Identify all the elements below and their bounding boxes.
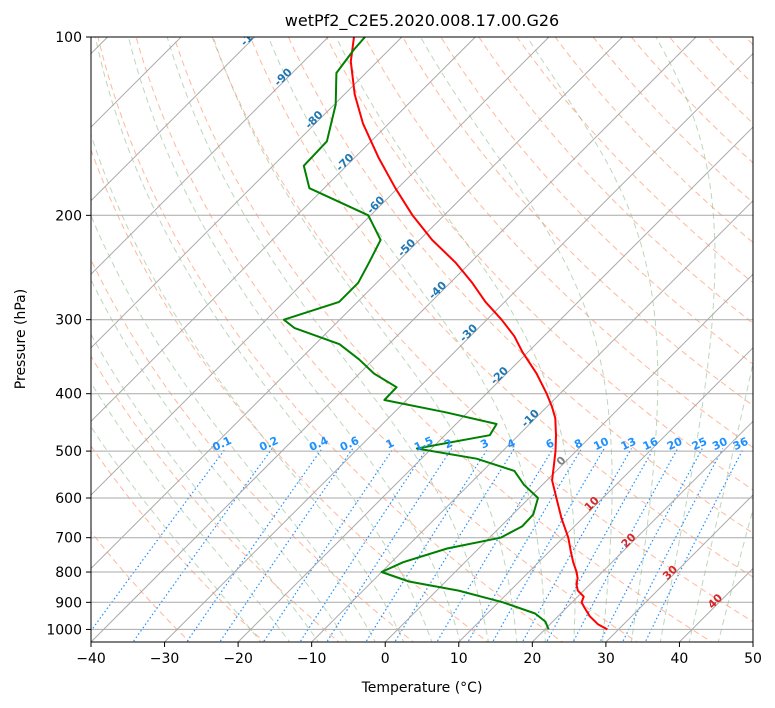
x-tick-label: 10	[450, 651, 468, 667]
y-tick-label: 800	[55, 565, 82, 581]
dry-adiabat	[91, 148, 489, 642]
dry-adiabat	[440, 37, 753, 365]
isotherm-line	[237, 126, 753, 642]
moist-adiabat	[91, 214, 376, 642]
x-tick-label: 0	[381, 651, 390, 667]
y-tick-label: 1000	[46, 622, 82, 638]
mixing-ratio-label: 20	[665, 435, 685, 453]
mixing-ratio-line	[436, 448, 554, 642]
mixing-ratio-line	[262, 448, 394, 642]
dry-adiabat	[287, 37, 753, 534]
isotherm-label: -100	[238, 20, 267, 49]
mixing-ratio-line	[621, 448, 724, 642]
plot-frame	[90, 36, 754, 643]
dry-adiabat	[364, 37, 753, 449]
isotherm-line	[458, 347, 753, 642]
dry-adiabat	[249, 37, 753, 578]
y-tick-label: 500	[55, 444, 82, 460]
y-tick-label: 300	[55, 313, 82, 329]
mixing-ratio-line	[365, 448, 489, 642]
x-tick-label: 30	[597, 651, 615, 667]
y-tick-label: 700	[55, 531, 82, 547]
x-tick-label: −40	[76, 651, 106, 667]
mixing-ratio-line	[467, 448, 583, 642]
axes: −40 −30 −20 −10 0 10 20 30 40 50 1000 900 800 700 600 5…	[46, 30, 762, 667]
isotherm-line	[91, 37, 697, 642]
mixing-ratio-label: 10	[592, 435, 612, 453]
mixing-ratio-line	[325, 448, 453, 642]
mixing-ratio-label: 25	[690, 435, 709, 453]
series-layer	[282, 37, 608, 631]
isotherm-line	[91, 37, 256, 202]
isotherm-line	[164, 52, 753, 642]
x-tick-label: −20	[223, 651, 253, 667]
x-axis-title: Temperature (°C)	[361, 680, 483, 696]
y-tick-label: 900	[55, 595, 82, 611]
y-tick-label: 100	[55, 30, 82, 46]
isotherm-line	[531, 420, 753, 642]
mixing-ratio-line	[521, 448, 633, 642]
mixing-ratio-label: 16	[641, 435, 661, 453]
dry-adiabat	[402, 37, 753, 407]
moist-adiabat	[91, 133, 405, 642]
dry-adiabat	[173, 37, 713, 642]
mixing-ratio-label: 30	[710, 435, 730, 453]
dry-adiabat	[478, 37, 753, 324]
isotherm-line	[91, 37, 623, 570]
isotherm-line	[91, 37, 403, 349]
mixing-ratio-line	[299, 448, 428, 642]
y-axis-title: Pressure (hPa)	[13, 289, 29, 389]
isotherm-line	[605, 494, 753, 642]
y-tick-label: 200	[55, 208, 82, 224]
isotherm-line	[311, 199, 753, 642]
temperature-profile-line	[349, 37, 608, 631]
background-lines	[91, 37, 753, 642]
y-tick-label: 600	[55, 491, 82, 507]
mixing-ratio-label: 36	[731, 435, 751, 453]
x-tick-label: 40	[671, 651, 689, 667]
dewpoint-profile-line	[282, 37, 550, 630]
isotherm-line	[91, 37, 476, 423]
mixing-ratio-line	[185, 448, 323, 642]
mixing-ratio-line	[219, 448, 354, 642]
chart-title: wetPf2_C2E5.2020.008.17.00.G26	[285, 11, 559, 31]
mixing-ratio-line	[545, 448, 655, 642]
dry-adiabat	[325, 37, 753, 491]
mixing-ratio-line	[132, 448, 273, 642]
isotherm-line	[91, 37, 550, 496]
isotherm-line	[91, 37, 329, 275]
y-tick-label: 400	[55, 387, 82, 403]
x-tick-label: 50	[744, 651, 762, 667]
mixing-ratio-line	[394, 448, 515, 642]
x-tick-label: 20	[523, 651, 541, 667]
x-tick-label: −30	[150, 651, 180, 667]
mixing-ratio-label: 13	[619, 435, 638, 453]
x-tick-label: −10	[297, 651, 327, 667]
